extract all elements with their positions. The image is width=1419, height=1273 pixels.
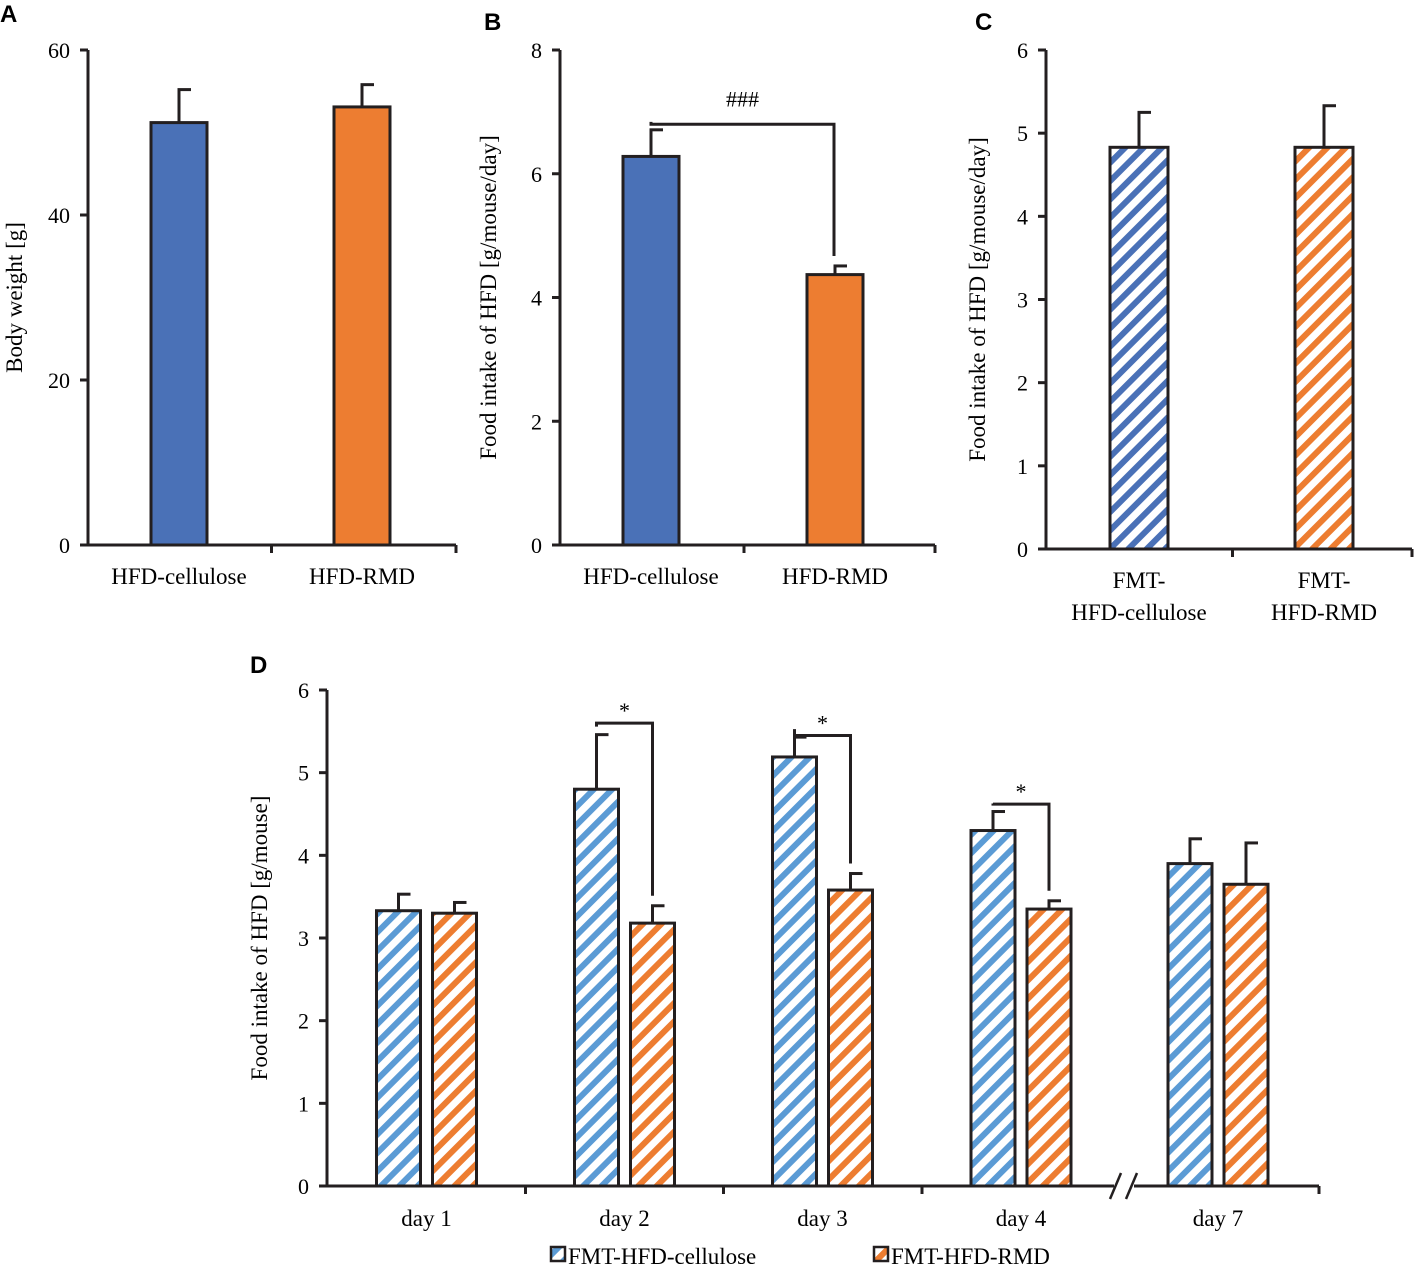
panel-d-bar-cellulose	[1166, 862, 1214, 1188]
panel-d-y-tick-label: 0	[298, 1174, 309, 1199]
panel-b-y-tick-label: 6	[531, 162, 542, 187]
panel-c-y-tick-label: 4	[1017, 204, 1028, 229]
panel-a-category-label: HFD-RMD	[309, 564, 415, 589]
panel-b-y-tick-label: 2	[531, 409, 542, 434]
panel-d-bar-rmd	[1025, 907, 1073, 1188]
panel-a-bar	[149, 121, 209, 547]
panel-d-legend-label: FMT-HFD-cellulose	[568, 1244, 756, 1269]
panel-d-category-label: day 3	[797, 1206, 847, 1231]
panel-c-bar	[1293, 145, 1355, 551]
panel-b-significance-label: ###	[726, 86, 759, 111]
panel-c-y-tick-label: 0	[1017, 537, 1028, 562]
panel-c-category-label: HFD-RMD	[1271, 600, 1377, 625]
panel-b-bar	[621, 154, 681, 547]
panel-d-legend-label: FMT-HFD-RMD	[891, 1244, 1050, 1269]
panel-d-significance-label: *	[817, 710, 828, 735]
panel-d-y-tick-label: 2	[298, 1009, 309, 1034]
panel-a-y-axis-title: Body weight [g]	[2, 222, 27, 373]
panel-b-y-tick-label: 4	[531, 286, 542, 311]
panel-b-significance-bracket	[649, 121, 836, 256]
panel-d-bar-cellulose	[969, 829, 1017, 1188]
panel-b-y-axis-title: Food intake of HFD [g/mouse/day]	[476, 135, 501, 460]
panel-a-bar	[332, 105, 392, 547]
panel-a-y-tick-label: 40	[48, 203, 70, 228]
panel-d-y-tick-label: 5	[298, 761, 309, 786]
panel-d-legend-swatch-rmd	[872, 1245, 890, 1263]
panel-b-bar	[805, 273, 865, 547]
panel-a-y-tick-label: 20	[48, 368, 70, 393]
panel-a-y-tick-label: 0	[59, 533, 70, 558]
panel-c-y-tick-label: 2	[1017, 371, 1028, 396]
panel-d-bar-rmd	[1222, 882, 1270, 1188]
panel-d-significance-bracket	[991, 802, 1051, 891]
panel-c-category-label: FMT-	[1298, 568, 1351, 593]
panel-a-category-label: HFD-cellulose	[111, 564, 246, 589]
panel-d-category-label: day 2	[599, 1206, 649, 1231]
panel-b-y-tick-label: 8	[531, 38, 542, 63]
panel-b-y-tick-label: 0	[531, 533, 542, 558]
panel-c-letter: C	[975, 9, 992, 36]
panel-d-y-axis-title: Food intake of HFD [g/mouse]	[247, 796, 272, 1081]
panel-d-bar-rmd	[827, 888, 874, 1188]
panel-d-bar-cellulose	[573, 787, 620, 1188]
panel-c-category-label: HFD-cellulose	[1071, 600, 1206, 625]
panel-d-y-tick-label: 4	[298, 843, 309, 868]
panel-d-significance-label: *	[619, 698, 630, 723]
panel-b-category-label: HFD-RMD	[782, 564, 888, 589]
panel-a-letter: A	[0, 1, 17, 28]
panel-d-category-label: day 1	[401, 1206, 451, 1231]
panel-c-y-axis-title: Food intake of HFD [g/mouse/day]	[965, 137, 990, 462]
panel-d-letter: D	[250, 652, 267, 679]
panel-c-y-tick-label: 1	[1017, 454, 1028, 479]
panel-d-legend-swatch-cellulose	[549, 1245, 567, 1263]
panel-d-axis-break-gap	[1114, 1181, 1134, 1191]
panel-d-axis-break-mark	[1124, 1172, 1139, 1200]
panel-d-category-label: day 7	[1193, 1206, 1243, 1231]
panel-c-y-tick-label: 3	[1017, 288, 1028, 313]
panel-d-axis-break-mark	[1108, 1172, 1123, 1200]
panel-d-y-tick-label: 1	[298, 1091, 309, 1116]
panel-c-category-label: FMT-	[1113, 568, 1166, 593]
panel-d-significance-bracket	[793, 729, 852, 864]
panel-c-y-tick-label: 6	[1017, 38, 1028, 63]
panel-b-category-label: HFD-cellulose	[583, 564, 718, 589]
panel-a-y-tick-label: 60	[48, 38, 70, 63]
panel-d-bar-rmd	[629, 921, 676, 1188]
panel-c-y-tick-label: 5	[1017, 121, 1028, 146]
panel-b-letter: B	[484, 9, 501, 36]
panel-d-significance-bracket	[595, 721, 654, 896]
panel-d-y-tick-label: 6	[298, 678, 309, 703]
panel-d-category-label: day 4	[996, 1206, 1047, 1231]
panel-d-bar-rmd	[431, 911, 478, 1188]
panel-d-y-tick-label: 3	[298, 926, 309, 951]
panel-d-bar-cellulose	[771, 755, 818, 1188]
panel-d-significance-label: *	[1016, 779, 1027, 804]
panel-d-bar-cellulose	[375, 909, 422, 1188]
panel-c-bar	[1108, 145, 1170, 551]
